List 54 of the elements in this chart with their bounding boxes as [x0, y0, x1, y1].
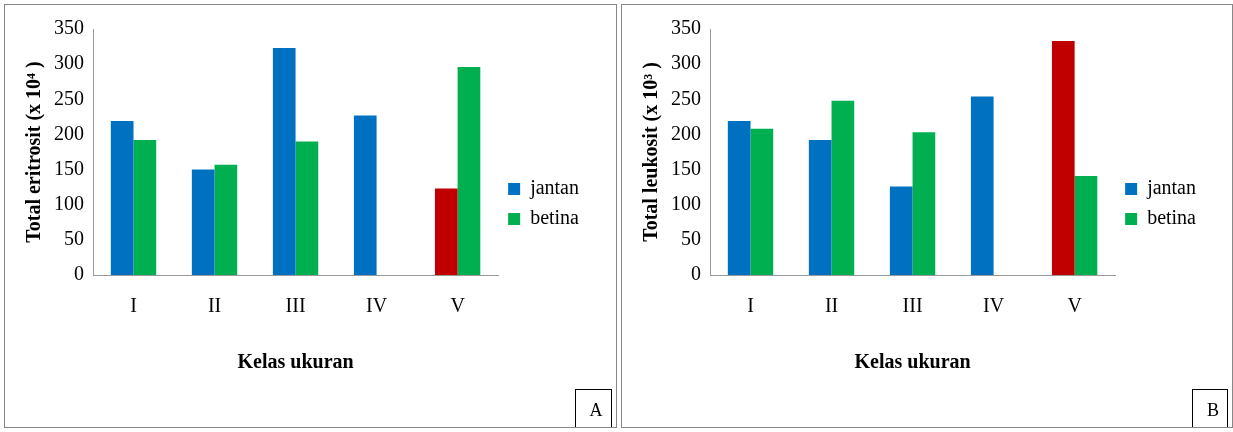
x-tick-label: III	[902, 294, 923, 317]
bar	[912, 132, 935, 275]
bar	[831, 100, 854, 275]
bar	[295, 141, 319, 275]
y-tick-label: 0	[690, 262, 701, 285]
y-tick-label: 150	[670, 156, 701, 179]
text: B	[1191, 389, 1228, 427]
y-tick-label: 200	[670, 121, 701, 144]
bar	[110, 121, 134, 275]
y-tick-label: 100	[54, 191, 84, 214]
y-tick-label: 100	[670, 191, 701, 214]
legend-label: jantan	[1145, 176, 1196, 200]
bar	[272, 47, 296, 275]
x-tick-label: I	[746, 294, 754, 317]
bar	[750, 128, 773, 275]
x-axis-title: Kelas ukuran	[237, 350, 354, 373]
text: A	[574, 389, 612, 427]
legend-label: betina	[1146, 206, 1196, 229]
y-tick-label: 250	[670, 86, 701, 109]
bar	[727, 121, 751, 275]
bar	[353, 115, 377, 275]
bar	[214, 164, 238, 275]
y-tick-label: 200	[54, 121, 84, 144]
y-tick-label: 50	[64, 227, 84, 250]
y-tick-label: 250	[54, 86, 84, 109]
bar	[970, 96, 994, 275]
x-tick-label: V	[1066, 294, 1082, 317]
legend-label: jantan	[529, 176, 580, 200]
x-tick-label: IV	[982, 294, 1005, 317]
x-axis-title: Kelas ukuran	[853, 350, 971, 373]
x-tick-label: II	[824, 294, 838, 317]
x-tick-label: IV	[366, 294, 388, 317]
y-tick-label: 50	[680, 227, 701, 250]
bar	[434, 188, 458, 275]
bar	[889, 186, 913, 275]
bar	[133, 140, 157, 275]
y-tick-label: 150	[54, 156, 84, 179]
y-tick-label: 300	[54, 51, 84, 74]
y-axis-title: Total eritrosit (x 10⁴ )	[22, 61, 46, 243]
bar	[1051, 40, 1075, 275]
x-tick-label: I	[130, 294, 137, 317]
y-tick-label: 350	[54, 16, 84, 39]
bar	[808, 140, 832, 275]
bar	[1074, 175, 1097, 275]
y-tick-label: 300	[670, 51, 701, 74]
bar	[191, 169, 215, 275]
bar	[457, 66, 481, 275]
x-tick-label: V	[450, 294, 466, 317]
x-tick-label: II	[207, 294, 222, 317]
y-tick-label: 0	[74, 262, 84, 285]
x-tick-label: III	[285, 294, 306, 317]
y-axis-title: Total leukosit (x 10³ )	[638, 62, 662, 242]
y-tick-label: 350	[670, 16, 701, 39]
legend-label: betina	[530, 206, 580, 229]
